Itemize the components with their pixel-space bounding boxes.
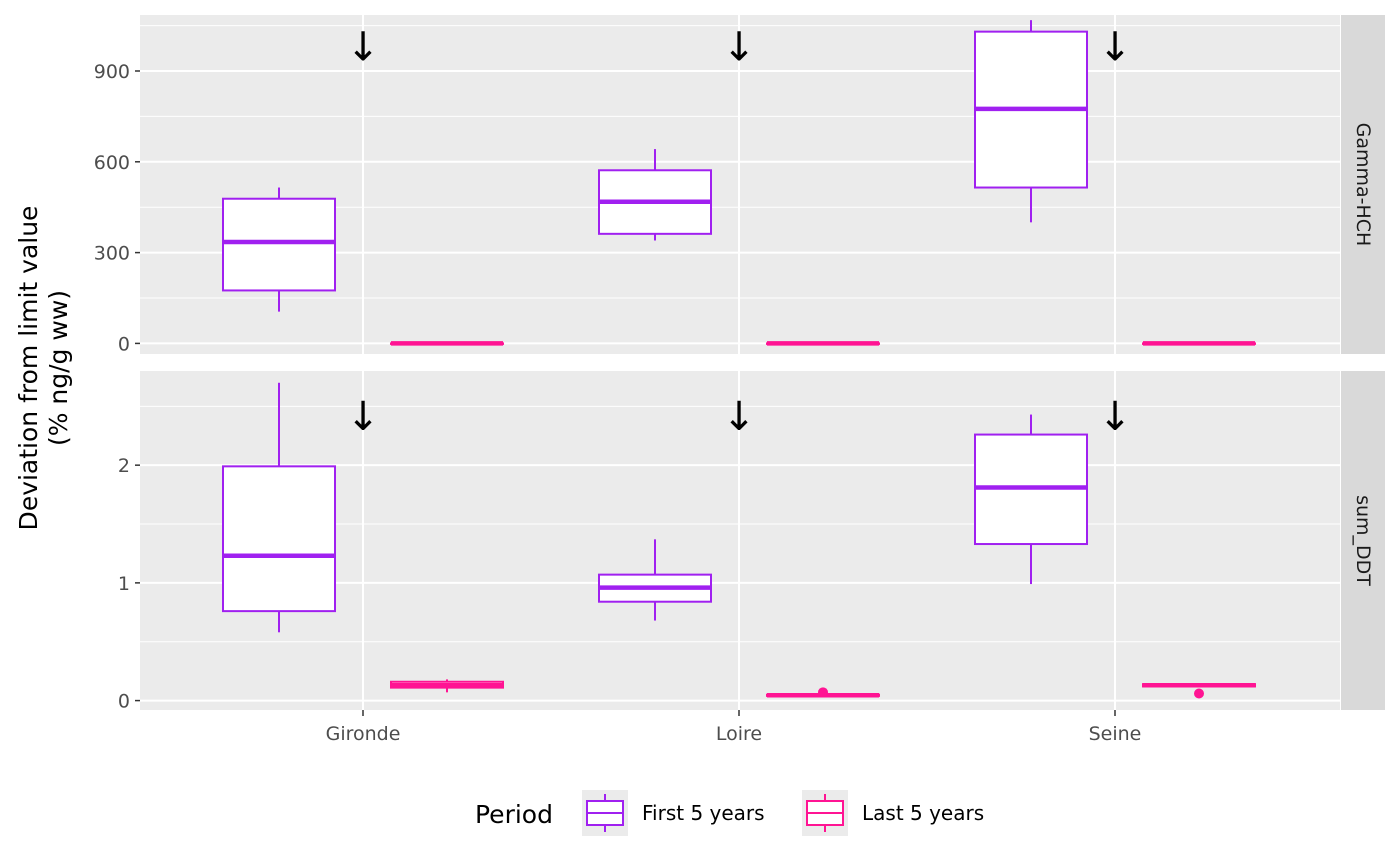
box-Gironde-last-5-years [390,679,504,693]
panel-Gamma-HCH: 0 300 600 900 ↓ ↓ ↓ Gamma-HCH [94,15,1385,355]
down-arrow-icon: ↓ [346,24,380,70]
box-Loire-last-5-years [766,341,880,346]
y-tick-label: 300 [94,243,130,265]
legend-title: Period [475,800,553,829]
outlier-point [818,687,828,698]
box-Loire-first-5-years [598,149,712,241]
legend-key-first-5-years [582,790,628,836]
down-arrow-icon: ↓ [722,24,756,70]
box-Seine-last-5-years [1142,683,1256,699]
box-body [222,465,336,613]
strip-label: sum_DDT [1352,495,1374,586]
box-Loire-first-5-years [598,539,712,621]
x-tick-label: Loire [716,723,762,745]
x-tick-label: Seine [1089,723,1142,745]
y-tick-label: 0 [118,691,130,713]
box-Gironde-first-5-years [222,187,336,312]
box-Loire-last-5-years [766,687,880,698]
box-Gironde-first-5-years [222,382,336,633]
y-tick-label: 0 [118,333,130,355]
box-Gironde-last-5-years [390,341,504,346]
legend: Period First 5 years Last 5 years [475,790,984,836]
strip-label: Gamma-HCH [1352,123,1374,247]
y-tick-label: 1 [118,573,130,595]
box-body [222,197,336,292]
y-axis-title-line-1: Deviation from limit value [14,206,43,531]
legend-label: Last 5 years [862,801,984,825]
facet-panels: 0 300 600 900 ↓ ↓ ↓ Gamma-HCH 0 1 2 ↓ ↓ ↓ sum_DDT [94,15,1385,713]
strip-background [1341,15,1385,354]
y-tick-label: 600 [94,152,130,174]
down-arrow-icon: ↓ [1098,394,1132,440]
legend-key-last-5-years [802,790,848,836]
outlier-point [1194,688,1204,699]
y-tick-label: 2 [118,455,130,477]
legend-label: First 5 years [642,801,765,825]
y-axis-title: Deviation from limit value (% ng/g ww) [14,206,73,531]
x-tick-label: Gironde [326,723,401,745]
y-axis-title-line-2: (% ng/g ww) [44,290,73,446]
y-tick-label: 900 [94,61,130,83]
strip-background [1341,371,1385,710]
box-Seine-last-5-years [1142,341,1256,346]
x-axis: Gironde Loire Seine [326,710,1142,745]
down-arrow-icon: ↓ [722,394,756,440]
down-arrow-icon: ↓ [346,394,380,440]
down-arrow-icon: ↓ [1098,24,1132,70]
box-Seine-first-5-years [974,20,1088,223]
panel-sum_DDT: 0 1 2 ↓ ↓ ↓ sum_DDT [118,371,1385,713]
box-Seine-first-5-years [974,414,1088,585]
